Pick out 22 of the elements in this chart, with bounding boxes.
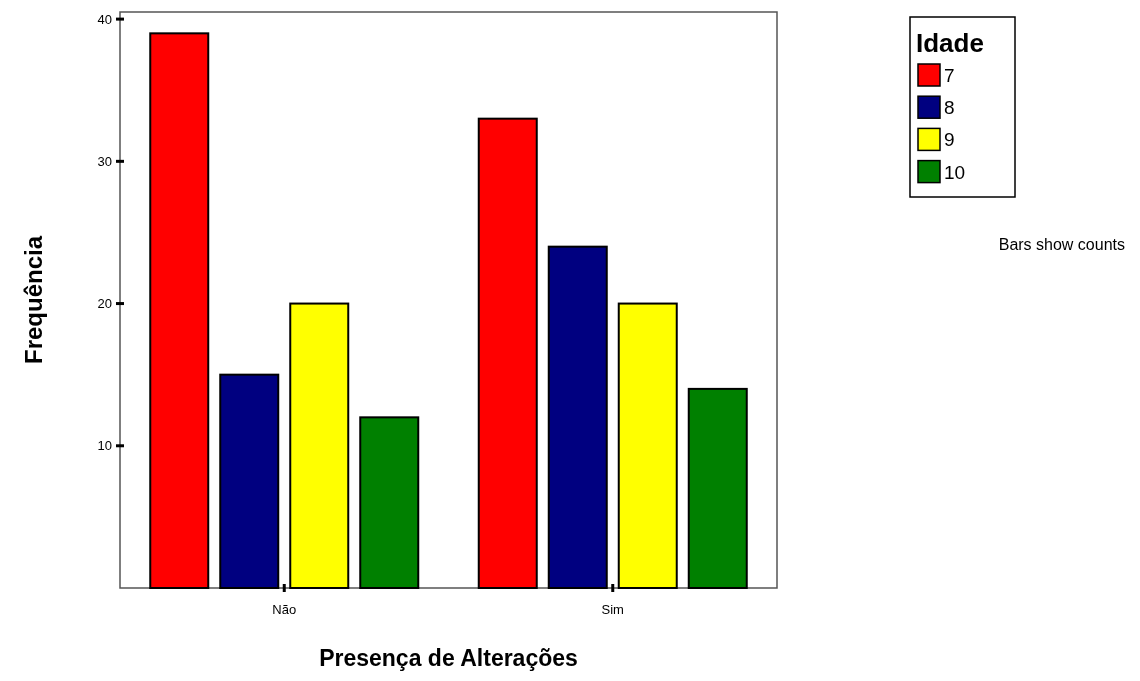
legend-label: 8 xyxy=(944,97,955,119)
bar xyxy=(149,32,210,589)
x-tick-label: Sim xyxy=(601,602,624,617)
y-tick-label: 20 xyxy=(97,296,112,312)
bar xyxy=(289,302,350,589)
bar xyxy=(477,117,538,589)
bar xyxy=(687,387,748,589)
text: Bars show counts xyxy=(998,236,1125,253)
y-axis-title: Frequência xyxy=(20,235,47,365)
bar xyxy=(617,302,678,589)
y-tick-label: 40 xyxy=(97,11,112,27)
y-tick-label: 30 xyxy=(97,153,112,169)
legend-label: 7 xyxy=(944,65,955,86)
x-axis-title: Presença de Alterações xyxy=(319,645,578,671)
x-tick-label: Não xyxy=(272,602,297,617)
y-tick-label: 10 xyxy=(97,438,112,454)
bar xyxy=(219,373,280,589)
bar xyxy=(359,416,420,589)
legend-label: 10 xyxy=(944,161,966,183)
legend-title: Idade xyxy=(916,28,984,58)
bar xyxy=(547,245,608,589)
legend-label: 9 xyxy=(944,129,955,151)
